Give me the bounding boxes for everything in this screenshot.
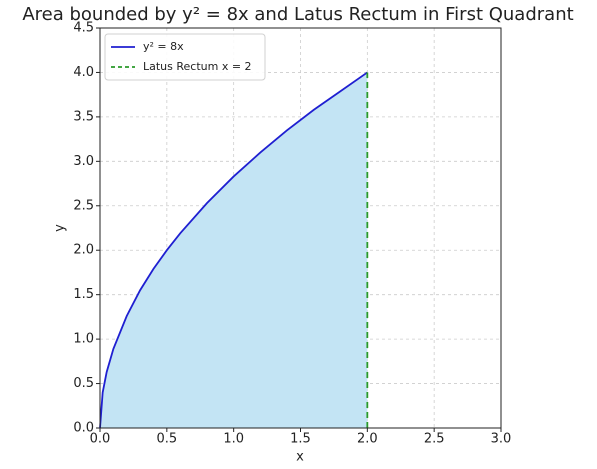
- y-tick-label: 3.5: [73, 109, 94, 124]
- x-tick-label: 2.0: [357, 432, 378, 447]
- x-tick-label: 3.0: [491, 432, 512, 447]
- y-tick-label: 2.0: [73, 243, 94, 258]
- y-tick-label: 0.5: [73, 376, 94, 391]
- y-tick-label: 0.0: [73, 421, 94, 436]
- plot-frame: [99, 27, 502, 429]
- y-axis-label: y: [53, 224, 68, 232]
- x-tick-label: 2.5: [424, 432, 445, 447]
- x-tick-label: 0.5: [156, 432, 177, 447]
- x-tick-label: 1.0: [223, 432, 244, 447]
- y-tick-label: 3.0: [73, 154, 94, 169]
- x-axis-label: x: [296, 450, 304, 465]
- legend-label: Latus Rectum x = 2: [143, 60, 252, 73]
- legend-box: [104, 33, 266, 81]
- x-tick-label: 0.0: [90, 432, 111, 447]
- x-tick-label: 1.5: [290, 432, 311, 447]
- area-fill: [100, 72, 368, 428]
- y-tick-label: 1.0: [73, 332, 94, 347]
- line: [99, 71, 368, 429]
- y-tick-label: 4.5: [73, 21, 94, 36]
- chart-title: Area bounded by y² = 8x and Latus Rectum…: [22, 4, 573, 25]
- y-tick-label: 2.5: [73, 198, 94, 213]
- y-tick-label: 1.5: [73, 287, 94, 302]
- legend-label: y² = 8x: [143, 40, 184, 53]
- y-tick-label: 4.0: [73, 65, 94, 80]
